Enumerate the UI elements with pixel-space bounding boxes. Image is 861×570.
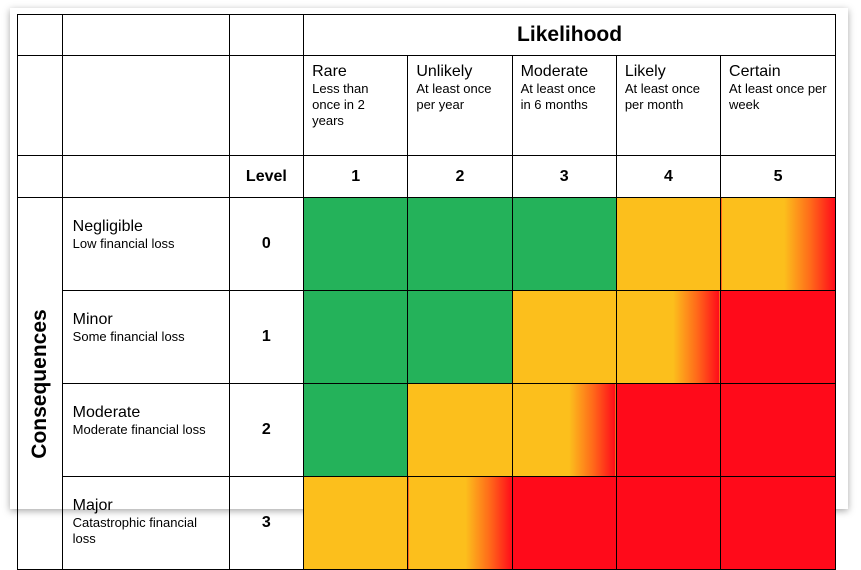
blank-cell xyxy=(61,155,230,198)
likelihood-name: Certain xyxy=(729,63,781,80)
likelihood-number: 1 xyxy=(303,155,409,198)
risk-cell xyxy=(615,197,722,291)
consequences-axis: Consequences xyxy=(17,197,63,570)
likelihood-name: Likely xyxy=(624,63,666,80)
risk-cell xyxy=(511,383,617,477)
risk-cell xyxy=(303,476,409,570)
risk-cell xyxy=(303,290,409,384)
risk-matrix: Likelihood Rare Less than once in 2 year… xyxy=(17,14,836,570)
risk-cell xyxy=(407,383,513,477)
likelihood-number: 3 xyxy=(511,155,617,198)
likelihood-desc: At least once in 6 months xyxy=(520,81,596,112)
consequence-major: Major Catastrophic financial loss xyxy=(61,476,230,570)
risk-cell xyxy=(720,476,836,570)
blank-cell xyxy=(61,55,230,156)
risk-cell xyxy=(720,383,836,477)
likelihood-desc: At least once per month xyxy=(624,81,700,112)
consequence-desc: Some financial loss xyxy=(72,329,185,344)
corner-cell xyxy=(17,14,63,56)
blank-cell xyxy=(228,55,305,156)
blank-cell xyxy=(17,155,63,198)
likelihood-header-moderate: Moderate At least once in 6 months xyxy=(511,55,617,156)
risk-cell xyxy=(511,290,617,384)
consequence-minor: Minor Some financial loss xyxy=(61,290,230,384)
consequence-level: 1 xyxy=(228,290,305,384)
consequence-negligible: Negligible Low financial loss xyxy=(61,197,230,291)
consequence-name: Moderate xyxy=(72,404,141,421)
likelihood-header-likely: Likely At least once per month xyxy=(615,55,722,156)
likelihood-number: 5 xyxy=(720,155,836,198)
likelihood-name: Moderate xyxy=(520,63,589,80)
consequence-desc: Catastrophic financial loss xyxy=(72,515,197,546)
likelihood-number: 4 xyxy=(615,155,722,198)
corner-cell xyxy=(228,14,305,56)
likelihood-name: Rare xyxy=(312,63,347,80)
risk-cell xyxy=(407,290,513,384)
risk-cell xyxy=(720,197,836,291)
consequence-desc: Moderate financial loss xyxy=(72,422,206,437)
risk-cell xyxy=(615,476,722,570)
risk-cell xyxy=(407,197,513,291)
likelihood-number: 2 xyxy=(407,155,513,198)
risk-cell xyxy=(303,197,409,291)
likelihood-header-unlikely: Unlikely At least once per year xyxy=(407,55,513,156)
likelihood-desc: At least once per year xyxy=(416,81,492,112)
consequence-level: 0 xyxy=(228,197,305,291)
consequence-level: 3 xyxy=(228,476,305,570)
likelihood-name: Unlikely xyxy=(416,63,473,80)
consequence-name: Minor xyxy=(72,311,113,328)
consequences-title: Consequences xyxy=(27,308,51,459)
consequence-level: 2 xyxy=(228,383,305,477)
likelihood-title: Likelihood xyxy=(303,14,836,56)
likelihood-desc: Less than once in 2 years xyxy=(312,81,369,128)
risk-cell xyxy=(720,290,836,384)
risk-cell xyxy=(615,383,722,477)
likelihood-header-certain: Certain At least once per week xyxy=(720,55,836,156)
risk-cell xyxy=(407,476,513,570)
likelihood-desc: At least once per week xyxy=(729,81,827,112)
corner-cell xyxy=(61,14,230,56)
consequence-name: Major xyxy=(72,497,113,514)
consequence-name: Negligible xyxy=(72,218,143,235)
level-header: Level xyxy=(228,155,305,198)
risk-cell xyxy=(303,383,409,477)
blank-cell xyxy=(17,55,63,156)
risk-cell xyxy=(511,197,617,291)
consequence-desc: Low financial loss xyxy=(72,236,175,251)
consequence-moderate: Moderate Moderate financial loss xyxy=(61,383,230,477)
risk-cell xyxy=(615,290,722,384)
likelihood-header-rare: Rare Less than once in 2 years xyxy=(303,55,409,156)
risk-cell xyxy=(511,476,617,570)
